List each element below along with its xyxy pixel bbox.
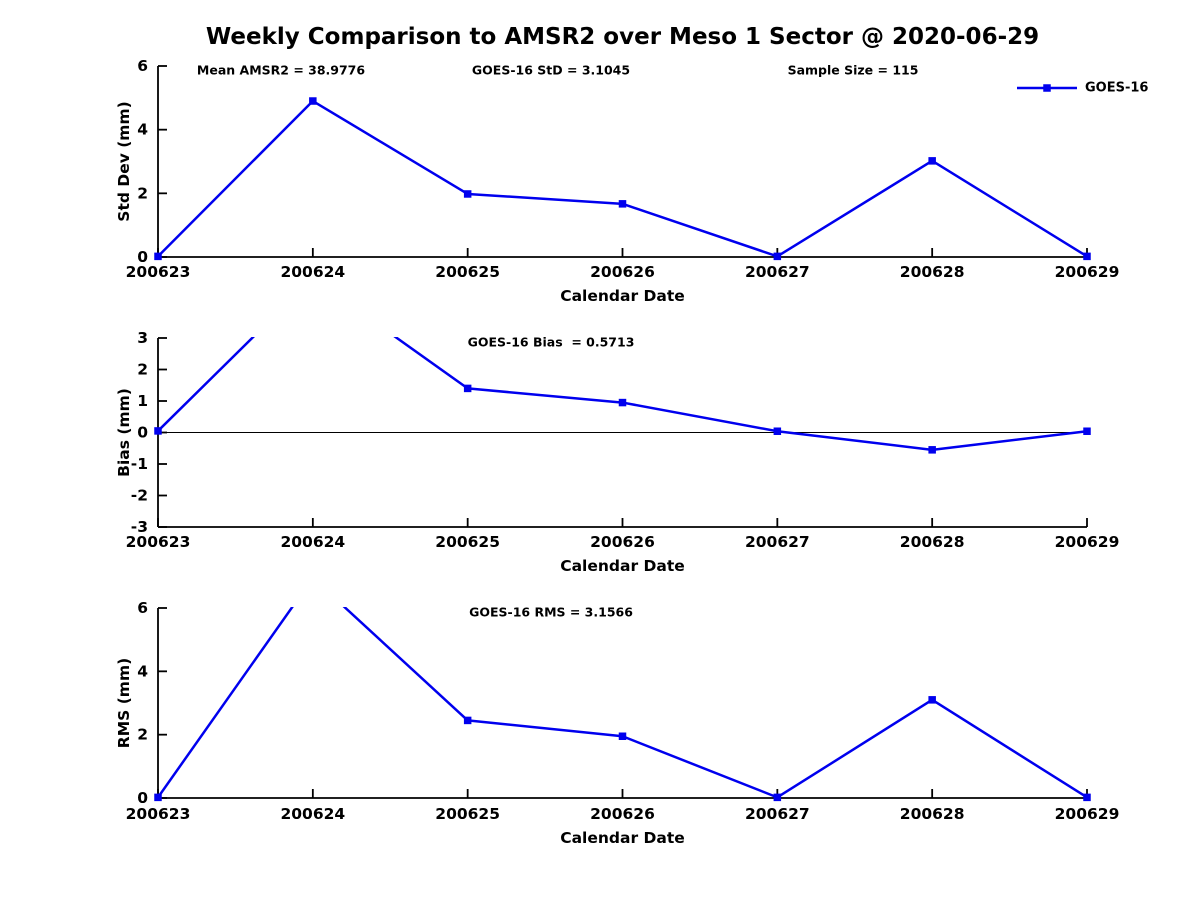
legend: GOES-16 (1017, 81, 1148, 96)
annotation-stddev-1: GOES-16 StD = 3.1045 (472, 63, 630, 78)
legend-label: GOES-16 (1085, 81, 1148, 96)
data-point-marker (773, 793, 782, 802)
y-tick-label: 4 (137, 121, 148, 139)
x-tick-label: 200627 (745, 263, 810, 281)
data-point-marker (154, 793, 162, 802)
subplot-bias: -3 -2 -1 0 1 2 3 Bias (mm) 200623 200624 200625 200… (115, 329, 1120, 575)
subplot-rms: 0 2 4 6 RMS (mm) 200623 200624 200625 200626 2006… (115, 599, 1120, 847)
data-point-marker (309, 97, 317, 105)
y-tick-label: 4 (137, 662, 148, 680)
y-tick-label: 0 (137, 248, 148, 266)
x-tick-label: 200627 (745, 533, 810, 551)
data-point-marker (154, 427, 162, 435)
data-point-marker (1083, 793, 1091, 802)
y-axis-label: Bias (mm) (115, 388, 133, 477)
data-point-marker (463, 190, 472, 198)
y-tick-label: -2 (131, 487, 148, 505)
x-tick-label: 200628 (900, 263, 965, 281)
x-tick-label: 200624 (280, 533, 345, 551)
x-tick-label: 200629 (1055, 805, 1120, 823)
x-tick-label: 200625 (435, 263, 500, 281)
y-tick-label: 3 (137, 329, 148, 347)
annotation-bias-0: GOES-16 Bias = 0.5713 (468, 335, 635, 350)
y-tick-label: 2 (137, 184, 148, 202)
data-point-marker (928, 157, 936, 165)
data-point-marker (928, 446, 936, 454)
x-tick-label: 200629 (1055, 263, 1120, 281)
x-tick-label: 200624 (280, 263, 345, 281)
y-tick-label: 2 (137, 361, 148, 379)
legend-marker (1043, 84, 1051, 92)
annotation-rms-0: GOES-16 RMS = 3.1566 (469, 605, 633, 620)
annotation-stddev-2: Sample Size = 115 (788, 63, 919, 78)
x-axis-label: Calendar Date (560, 557, 685, 575)
x-tick-label: 200626 (590, 533, 655, 551)
x-tick-label: 200623 (126, 263, 191, 281)
data-point-marker (154, 252, 162, 261)
data-point-marker (618, 200, 627, 208)
y-tick-label: -1 (131, 455, 148, 473)
x-tick-label: 200623 (126, 805, 191, 823)
x-tick-label: 200626 (590, 805, 655, 823)
y-tick-label: 0 (137, 789, 148, 807)
y-axis-label: Std Dev (mm) (115, 101, 133, 221)
data-point-marker (618, 732, 627, 740)
y-tick-label: 6 (137, 57, 148, 75)
data-point-marker (1083, 252, 1091, 261)
x-tick-label: 200627 (745, 805, 810, 823)
subplot-stddev: 0 2 4 6 Std Dev (mm) 200623 200624 200625 200626… (115, 57, 1148, 305)
x-axis-label: Calendar Date (560, 287, 685, 305)
data-point-marker (463, 716, 472, 725)
data-point-marker (773, 427, 782, 435)
x-tick-label: 200628 (900, 805, 965, 823)
x-tick-label: 200624 (280, 805, 345, 823)
x-tick-label: 200626 (590, 263, 655, 281)
data-point-marker (1083, 427, 1091, 435)
series-line-GOES-16 (157, 99, 1088, 258)
y-tick-label: 6 (137, 599, 148, 617)
data-point-marker (773, 252, 782, 261)
x-axis-label: Calendar Date (560, 829, 685, 847)
x-tick-label: 200625 (435, 805, 500, 823)
x-tick-label: 200628 (900, 533, 965, 551)
y-tick-label: 0 (137, 424, 148, 442)
y-axis-label: RMS (mm) (115, 658, 133, 748)
chart-title: Weekly Comparison to AMSR2 over Meso 1 S… (205, 24, 1040, 50)
data-point-marker (463, 384, 472, 393)
y-tick-label: 1 (137, 392, 148, 410)
data-point-marker (928, 696, 936, 704)
annotation-stddev-0: Mean AMSR2 = 38.9776 (197, 63, 365, 78)
x-tick-label: 200629 (1055, 533, 1120, 551)
y-tick-label: -3 (131, 518, 148, 536)
x-tick-label: 200623 (126, 533, 191, 551)
y-tick-label: 2 (137, 726, 148, 744)
data-point-marker (618, 398, 627, 407)
x-tick-label: 200625 (435, 533, 500, 551)
